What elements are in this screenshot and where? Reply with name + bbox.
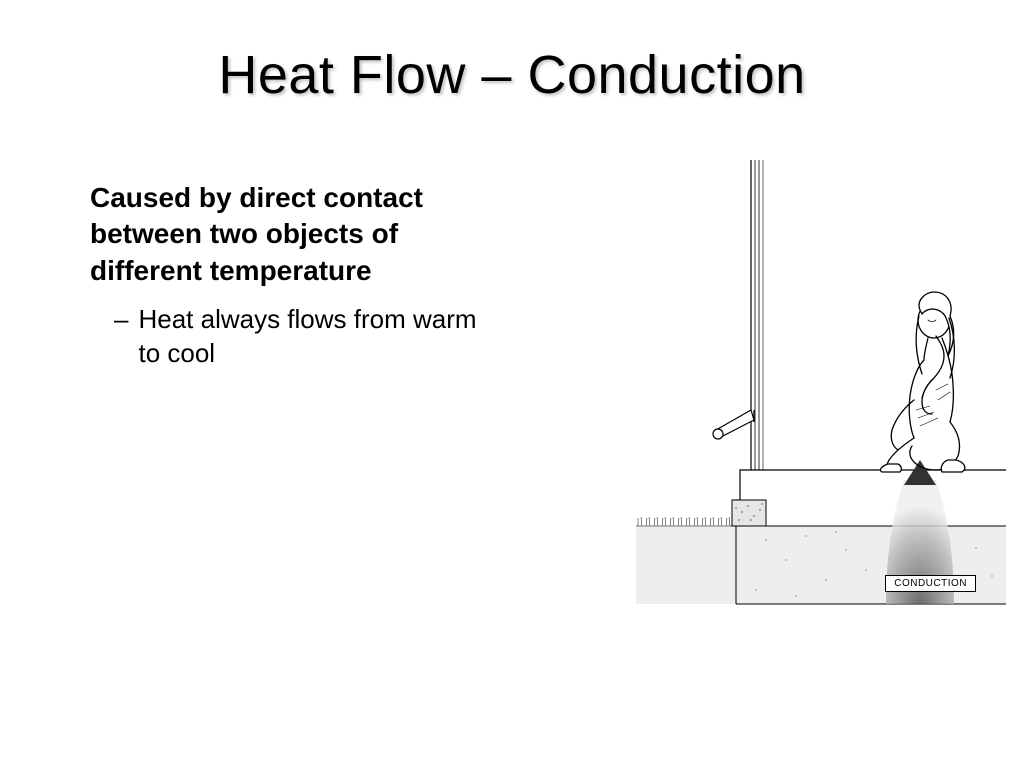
main-point: Caused by direct contact between two obj… <box>90 180 490 289</box>
sub-point: – Heat always flows from warm to cool <box>114 303 490 371</box>
slide: Heat Flow – Conduction Caused by direct … <box>0 0 1024 768</box>
sub-point-text: Heat always flows from warm to cool <box>138 303 490 371</box>
illustration-svg <box>636 160 1006 630</box>
content-area: Caused by direct contact between two obj… <box>90 180 490 371</box>
sub-list: – Heat always flows from warm to cool <box>90 303 490 371</box>
conduction-illustration: CONDUCTION <box>636 160 1006 630</box>
slide-title: Heat Flow – Conduction <box>0 44 1024 106</box>
dash-icon: – <box>114 303 128 337</box>
illustration-caption: CONDUCTION <box>885 575 976 592</box>
